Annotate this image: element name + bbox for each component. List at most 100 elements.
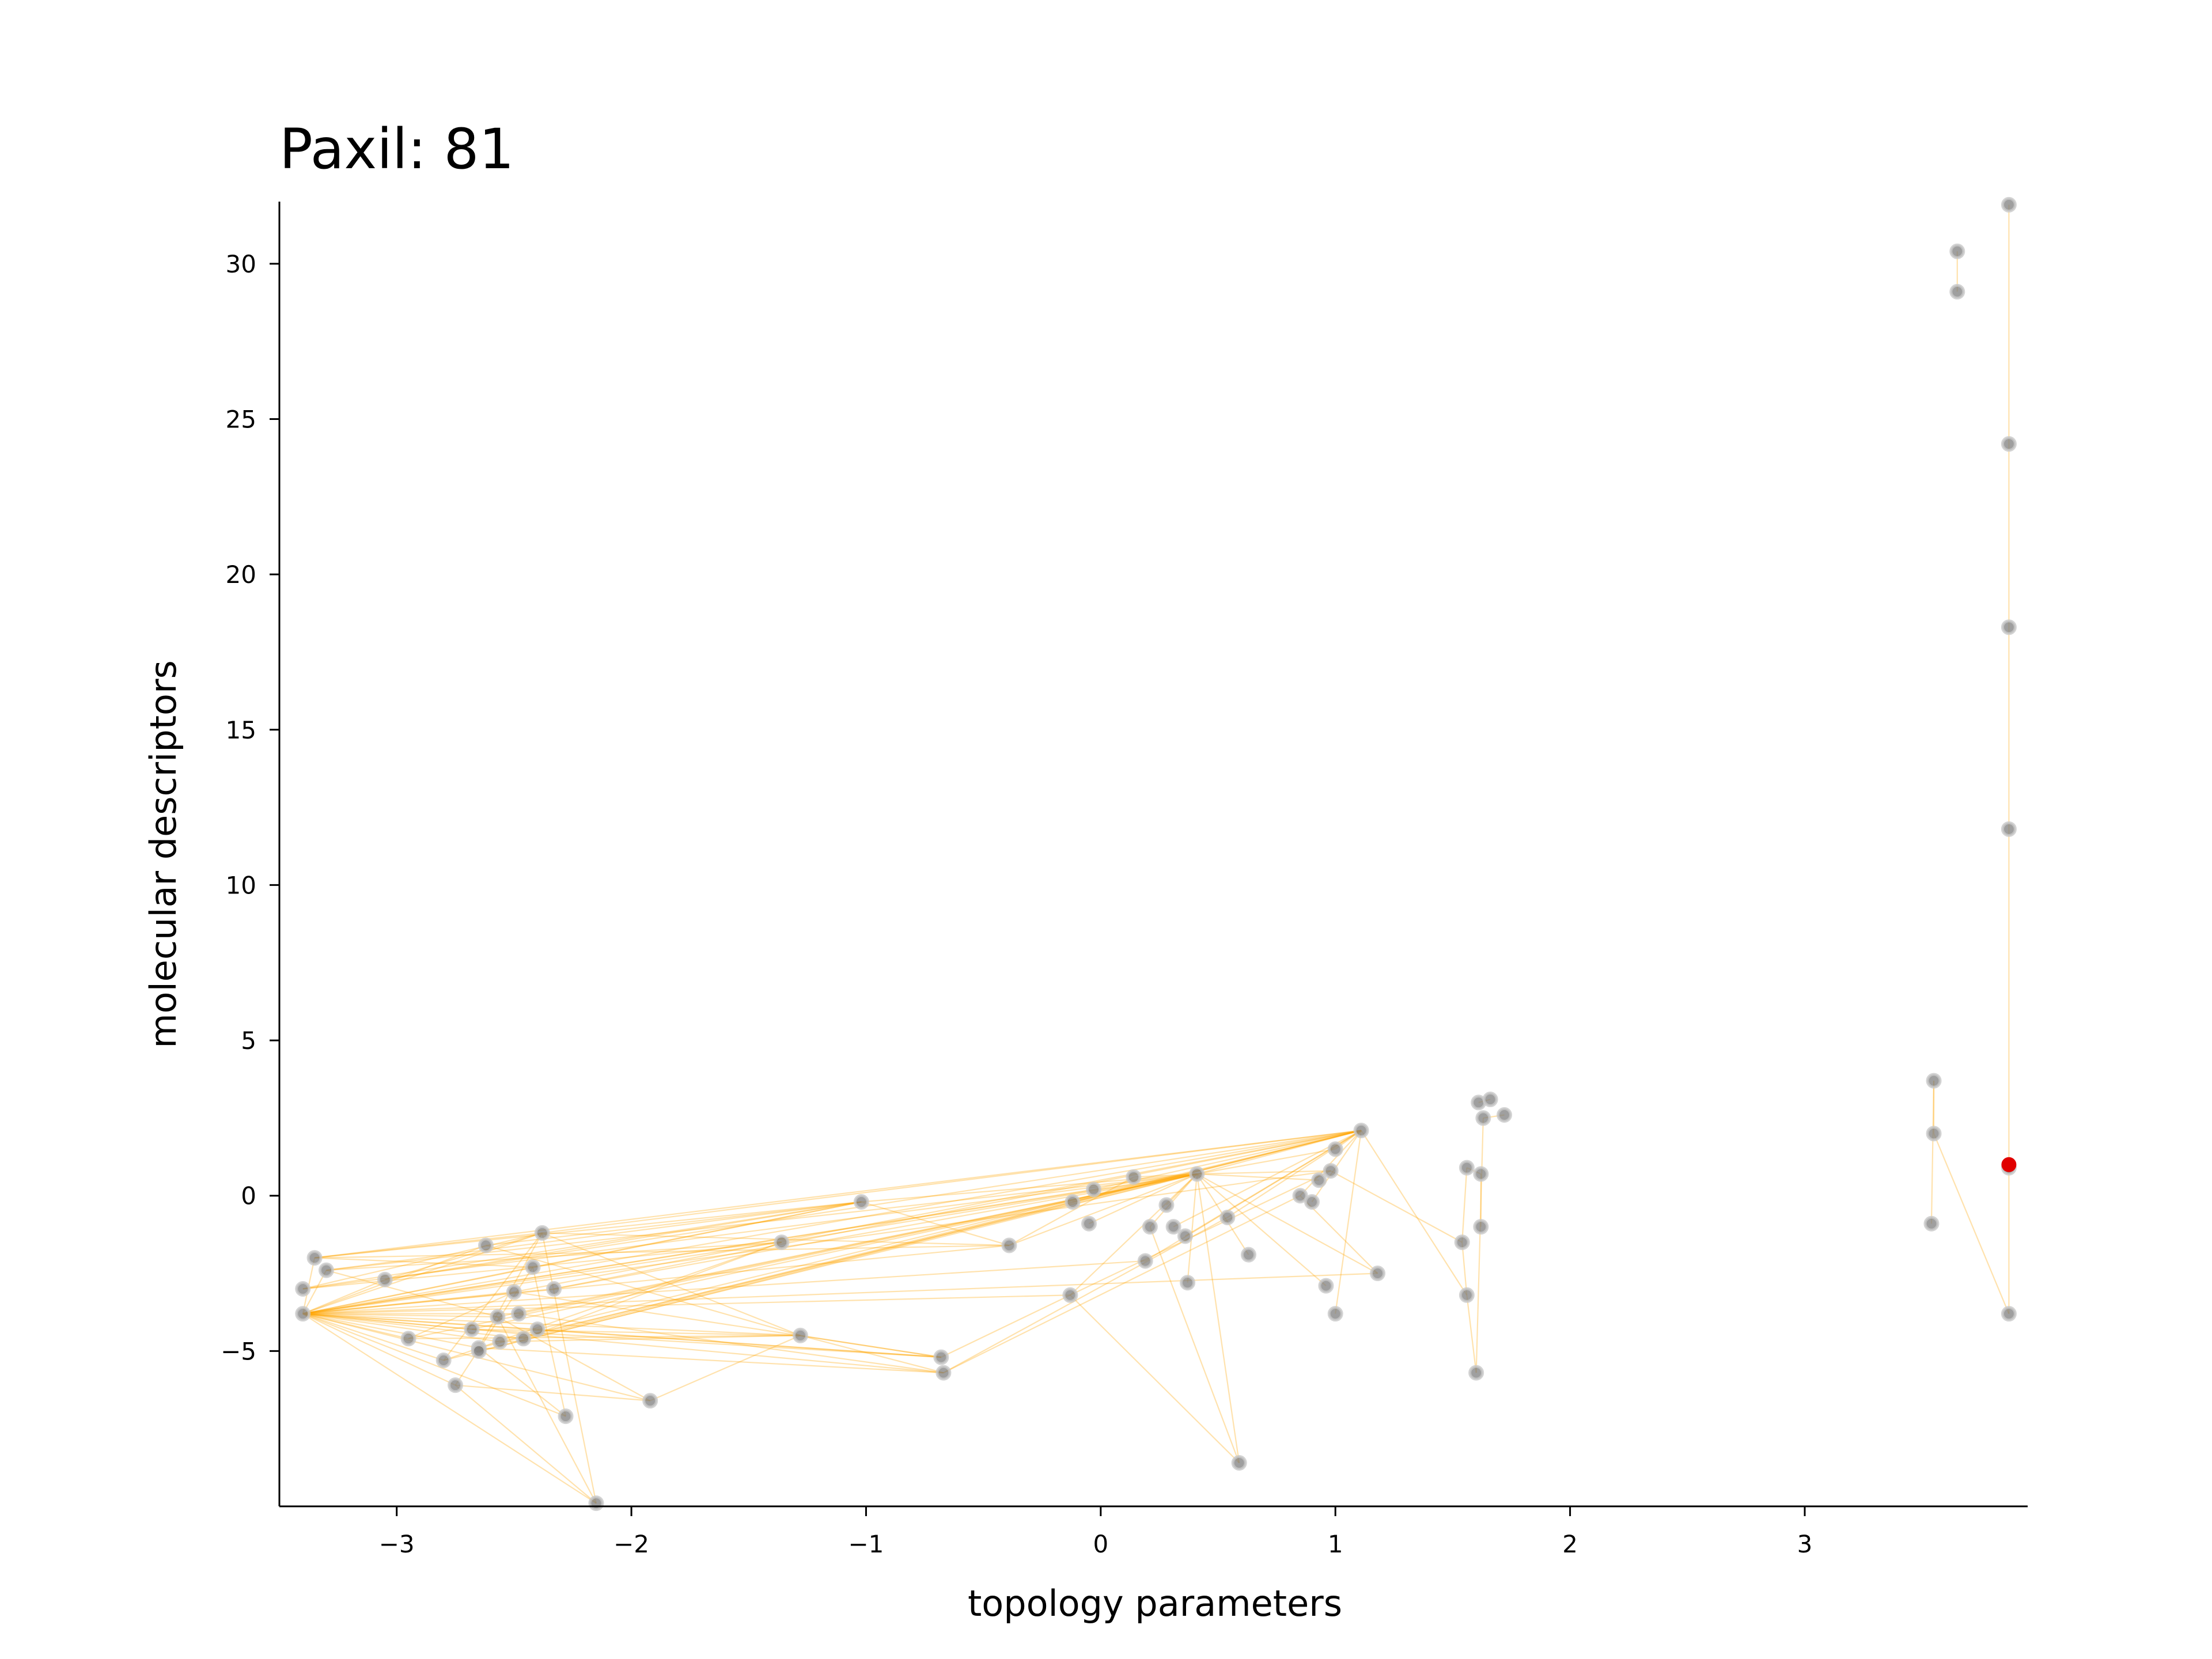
x-tick-label: −2 bbox=[613, 1530, 649, 1558]
y-axis-label: molecular descriptors bbox=[142, 660, 184, 1048]
data-point bbox=[1473, 1219, 1489, 1235]
edge-line bbox=[454, 1267, 533, 1386]
data-point bbox=[295, 1281, 311, 1297]
edge-line bbox=[302, 1313, 479, 1349]
y-tick-label: 10 bbox=[226, 871, 256, 899]
y-ticks: −5 0 5 10 15 20 25 30 bbox=[221, 250, 279, 1365]
edge-line bbox=[385, 1232, 543, 1281]
data-point bbox=[448, 1377, 464, 1393]
y-tick-label: −5 bbox=[221, 1337, 256, 1365]
edge-line bbox=[326, 1201, 862, 1271]
highlight-layer bbox=[2001, 1157, 2017, 1172]
edge-line bbox=[302, 1232, 543, 1290]
data-point bbox=[935, 1365, 952, 1381]
edge-line bbox=[302, 1313, 597, 1504]
edge-line bbox=[302, 1241, 782, 1315]
data-point bbox=[516, 1331, 532, 1347]
edge-line bbox=[1070, 1294, 1240, 1464]
edge-line bbox=[479, 1130, 1362, 1349]
edge-line bbox=[314, 1130, 1362, 1259]
edge-line bbox=[1330, 1170, 1463, 1243]
data-point bbox=[1926, 1073, 1942, 1089]
edge-line bbox=[302, 1244, 1010, 1315]
edges-layer bbox=[302, 204, 2010, 1504]
edge-line bbox=[478, 1347, 566, 1417]
data-point bbox=[1327, 1141, 1343, 1157]
edge-line bbox=[302, 1244, 486, 1315]
edge-line bbox=[1361, 1130, 1468, 1296]
data-point bbox=[588, 1495, 604, 1512]
data-point bbox=[1001, 1237, 1017, 1253]
data-point bbox=[1240, 1247, 1256, 1263]
edge-line bbox=[302, 1313, 801, 1336]
data-point bbox=[2001, 821, 2017, 837]
edge-line bbox=[523, 1130, 1362, 1339]
edge-line bbox=[861, 1201, 1010, 1247]
edge-line bbox=[542, 1130, 1362, 1234]
edge-line bbox=[1196, 1148, 1336, 1175]
edge-line bbox=[499, 1173, 1198, 1343]
data-point bbox=[1231, 1455, 1247, 1471]
edge-line bbox=[326, 1173, 1197, 1271]
edge-line bbox=[302, 1313, 524, 1339]
edge-line bbox=[302, 1313, 472, 1330]
data-point bbox=[1065, 1194, 1081, 1210]
edge-line bbox=[302, 1232, 543, 1315]
chart-title: Paxil: 81 bbox=[279, 117, 514, 181]
data-point bbox=[534, 1225, 550, 1241]
y-tick-label: 0 bbox=[241, 1182, 256, 1210]
edge-line bbox=[943, 1217, 1228, 1374]
edge-line bbox=[302, 1130, 1362, 1315]
data-point bbox=[1292, 1188, 1308, 1204]
edge-line bbox=[302, 1201, 862, 1315]
edge-line bbox=[1009, 1173, 1198, 1247]
edge-line bbox=[514, 1130, 1362, 1293]
data-point bbox=[1086, 1181, 1102, 1198]
edge-line bbox=[554, 1130, 1362, 1290]
y-tick-label: 20 bbox=[226, 560, 256, 589]
data-point bbox=[1353, 1122, 1369, 1138]
data-point bbox=[1459, 1287, 1475, 1303]
edge-line bbox=[1933, 1133, 2010, 1315]
edge-line bbox=[302, 1201, 862, 1290]
edge-line bbox=[302, 1313, 498, 1318]
edge-line bbox=[497, 1316, 597, 1504]
edge-line bbox=[302, 1313, 444, 1361]
data-point bbox=[1468, 1365, 1484, 1381]
edge-line bbox=[1149, 1173, 1198, 1228]
x-ticks: −3 −2 −1 0 1 2 3 bbox=[379, 1506, 1813, 1558]
edge-line bbox=[486, 1201, 862, 1247]
x-tick-label: 3 bbox=[1797, 1530, 1813, 1558]
data-point bbox=[1142, 1219, 1158, 1235]
edge-line bbox=[541, 1233, 597, 1503]
data-point bbox=[933, 1349, 949, 1365]
edge-line bbox=[314, 1201, 862, 1259]
data-point bbox=[1454, 1234, 1470, 1251]
edge-line bbox=[514, 1291, 941, 1358]
edge-line bbox=[302, 1173, 1198, 1290]
data-point bbox=[464, 1321, 480, 1338]
edge-line bbox=[1196, 1170, 1331, 1175]
edge-line bbox=[302, 1291, 514, 1315]
data-point bbox=[1926, 1126, 1942, 1142]
edge-line bbox=[302, 1272, 1378, 1315]
data-point bbox=[471, 1343, 487, 1359]
data-point bbox=[1323, 1163, 1339, 1179]
edge-line bbox=[302, 1313, 501, 1343]
edge-line bbox=[302, 1270, 327, 1315]
y-tick-label: 30 bbox=[226, 250, 256, 278]
edge-line bbox=[800, 1335, 941, 1358]
edge-line bbox=[302, 1279, 385, 1315]
edge-line bbox=[302, 1266, 533, 1315]
edge-line bbox=[302, 1313, 409, 1339]
data-point bbox=[525, 1259, 541, 1275]
edge-line bbox=[1196, 1173, 1319, 1181]
data-point bbox=[506, 1284, 522, 1300]
data-point bbox=[318, 1262, 334, 1278]
edge-line bbox=[454, 1384, 597, 1504]
edge-line bbox=[1089, 1173, 1198, 1225]
data-point bbox=[1180, 1275, 1196, 1291]
highlight-point bbox=[2001, 1157, 2017, 1172]
data-point bbox=[2001, 619, 2017, 635]
